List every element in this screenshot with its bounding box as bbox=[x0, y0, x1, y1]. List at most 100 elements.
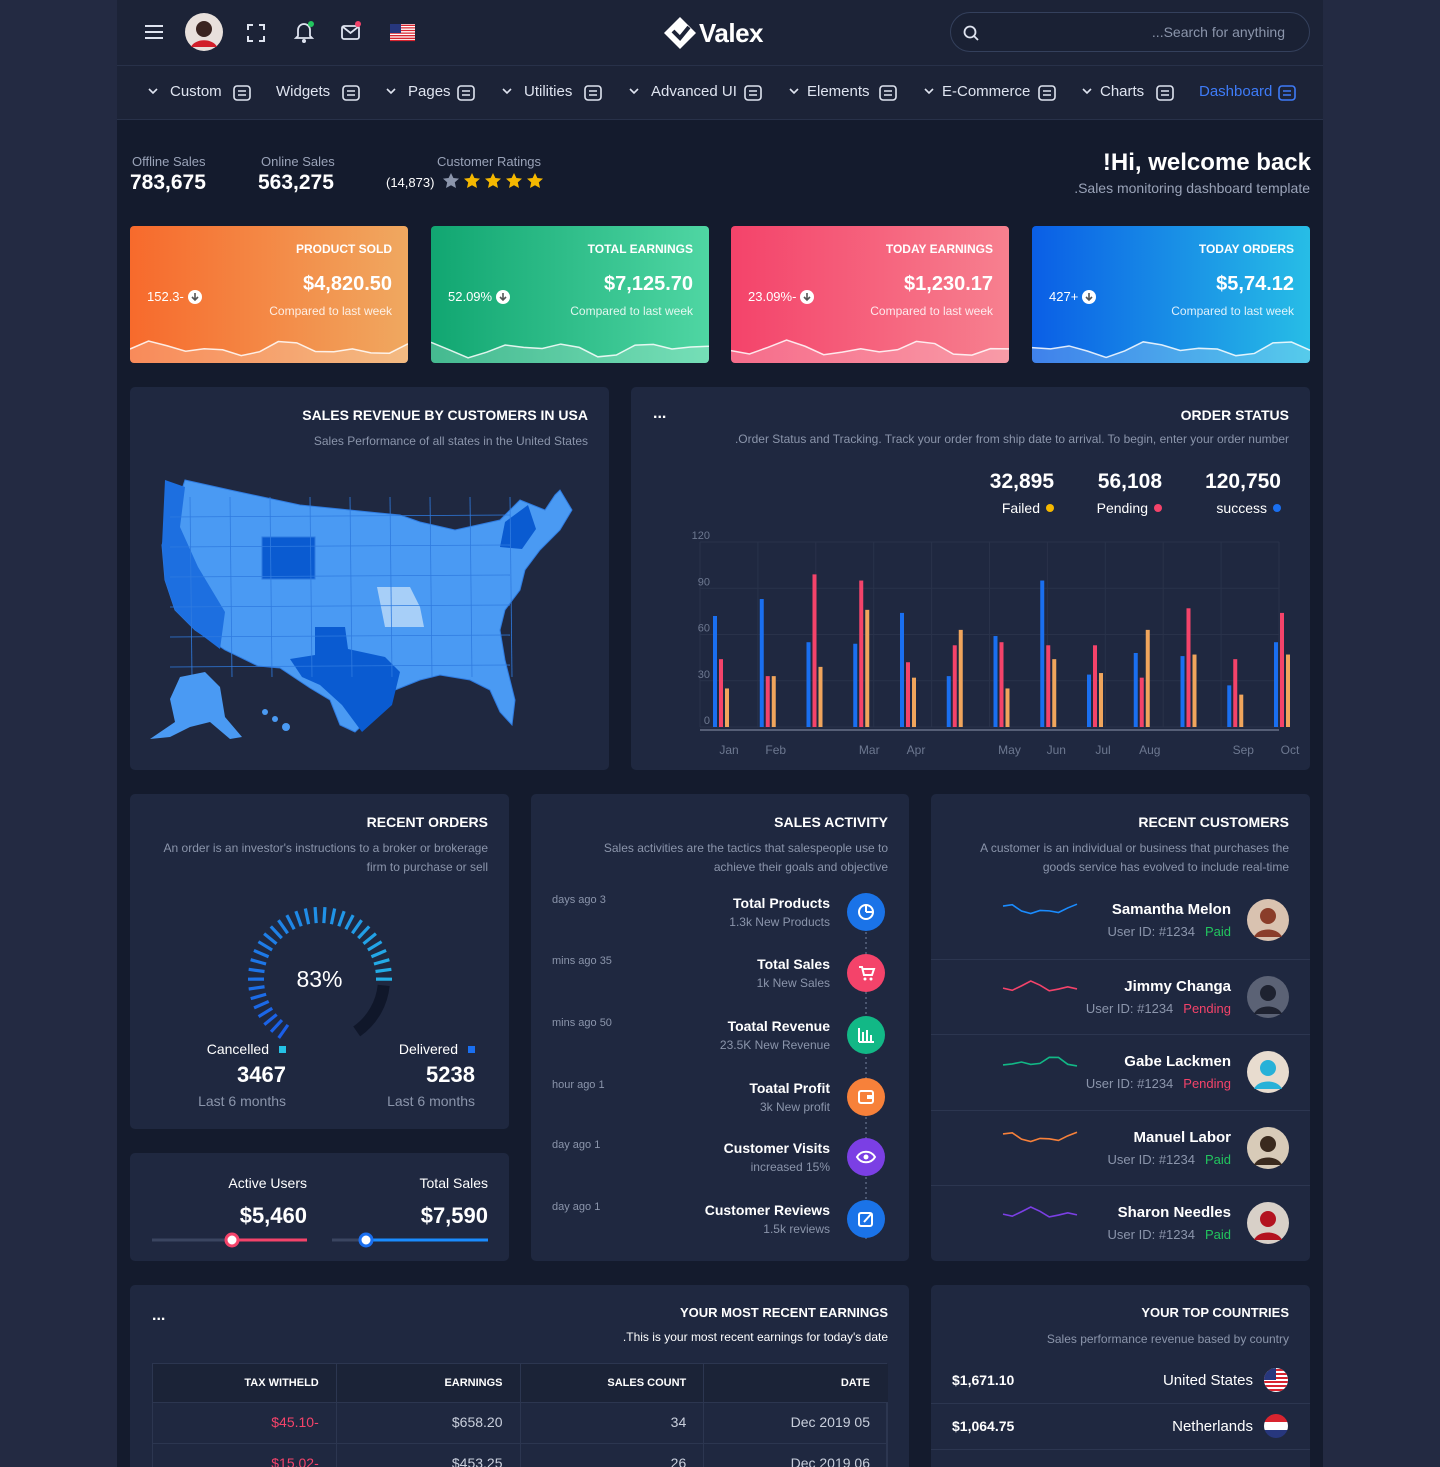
nav-item[interactable]: Elements bbox=[807, 83, 870, 100]
slider[interactable] bbox=[152, 1232, 490, 1248]
stat-sparkline bbox=[130, 340, 408, 363]
customer-info: User ID: #1234 Pending bbox=[1086, 1076, 1231, 1091]
nav-chevron bbox=[1082, 88, 1092, 95]
order-legend-value: 5238 bbox=[426, 1062, 475, 1087]
table-cell-border bbox=[703, 1402, 705, 1443]
customer-avatar bbox=[1247, 899, 1289, 941]
avatar[interactable] bbox=[185, 13, 223, 51]
bar bbox=[719, 659, 723, 727]
order-legend-label: Delivered bbox=[398, 1041, 458, 1057]
gauge-part bbox=[248, 985, 265, 991]
customer-info: User ID: #1234 Pending bbox=[1086, 1001, 1231, 1016]
bar bbox=[1145, 629, 1150, 727]
order-legend: Delivered bbox=[399, 1041, 475, 1057]
gauge-part bbox=[263, 932, 278, 945]
card-menu[interactable]: ... bbox=[152, 1307, 166, 1324]
search-box[interactable]: ...Search for anything bbox=[950, 12, 1310, 52]
nav-item[interactable]: Utilities bbox=[524, 83, 573, 100]
gauge-value: 83% bbox=[296, 966, 343, 992]
order-legend-period: Last 6 months bbox=[198, 1093, 286, 1109]
nav-icon bbox=[584, 85, 602, 101]
nav-item[interactable]: Charts bbox=[1100, 83, 1145, 100]
customer-separator bbox=[931, 1185, 1310, 1186]
card-subtitle: Sales performance revenue based by count… bbox=[1046, 1332, 1289, 1346]
customer-avatar-part bbox=[1254, 1157, 1282, 1165]
stat-card: TODAY ORDERS $5,74.12 Compared to last wee… bbox=[1032, 226, 1310, 363]
country-flag-part bbox=[1264, 1414, 1288, 1422]
customer-name: Gabe Lackmen bbox=[1124, 1053, 1231, 1070]
country-amount: $1,064.75 bbox=[952, 1418, 1015, 1434]
stat-card: TODAY EARNINGS $1,230.17 Compared to last … bbox=[731, 226, 1009, 363]
table-cell: 26 bbox=[670, 1455, 687, 1467]
activity-sub: 23.5K New Revenue bbox=[719, 1038, 830, 1052]
customer-sparkline bbox=[1002, 1206, 1078, 1218]
avatar-part bbox=[191, 40, 217, 47]
gauge-part bbox=[269, 925, 283, 940]
customer-avatar bbox=[1247, 1051, 1289, 1093]
customer-info: User ID: #1234 Paid bbox=[1108, 1227, 1231, 1242]
customer-avatar-part bbox=[1254, 1006, 1282, 1014]
x-tick-label: Jul bbox=[1095, 743, 1110, 757]
stat-title: TODAY EARNINGS bbox=[885, 242, 993, 256]
nav-chevron bbox=[386, 88, 396, 95]
usa-map-part bbox=[189, 496, 193, 678]
bar bbox=[1180, 656, 1185, 727]
menu-icon[interactable] bbox=[144, 24, 164, 40]
table-cell: Dec 2019 05 bbox=[790, 1414, 870, 1430]
nav-item[interactable]: E-Commerce bbox=[942, 83, 1031, 100]
fullscreen-icon[interactable] bbox=[247, 24, 265, 42]
usa-map-part bbox=[169, 604, 511, 608]
mail-icon[interactable] bbox=[341, 21, 361, 41]
nav-icon bbox=[342, 85, 360, 101]
rating-star-part bbox=[464, 173, 480, 188]
y-tick-label: 90 bbox=[698, 576, 710, 588]
order-card: ... ORDER STATUS .Order Status and Trackin… bbox=[631, 387, 1310, 770]
card-menu[interactable]: ... bbox=[653, 405, 667, 422]
bar bbox=[865, 609, 870, 727]
bell-icon[interactable] bbox=[293, 21, 315, 43]
card-subtitle: .Order Status and Tracking. Track your o… bbox=[734, 432, 1289, 446]
nav-icon-part bbox=[884, 90, 892, 96]
rating-star-part bbox=[527, 173, 543, 188]
bar bbox=[993, 636, 998, 727]
customer-id: User ID: #1234 bbox=[1107, 1152, 1195, 1167]
rating-star bbox=[485, 173, 501, 188]
nav-item[interactable]: Advanced UI bbox=[651, 83, 737, 100]
card-subtitle: .This is your most recent earnings for t… bbox=[622, 1330, 888, 1344]
gauge-part bbox=[375, 967, 392, 974]
bar bbox=[1227, 685, 1232, 727]
activity-icon bbox=[847, 1078, 885, 1116]
brand-name: Valex bbox=[699, 18, 764, 48]
bar bbox=[900, 612, 904, 727]
customer-sparkline bbox=[1002, 1131, 1078, 1143]
nav-icon-part bbox=[238, 90, 246, 96]
activity-icon-part bbox=[865, 905, 873, 913]
users-value: $5,460 bbox=[239, 1203, 307, 1228]
stat-value: $7,125.70 bbox=[604, 273, 693, 295]
stat-change-icon bbox=[187, 289, 202, 304]
flag-icon-part bbox=[390, 24, 401, 33]
map-card: SALES REVENUE BY CUSTOMERS IN USA Sales P… bbox=[130, 387, 609, 770]
bar bbox=[1005, 688, 1010, 727]
nav-chevron-part bbox=[924, 88, 934, 95]
customer-separator bbox=[931, 959, 1310, 960]
gauge-part bbox=[362, 932, 377, 945]
rating-star bbox=[464, 173, 480, 188]
country-flag-part bbox=[1264, 1368, 1288, 1392]
mail-icon-part bbox=[355, 21, 361, 27]
customer-sparkline-part bbox=[1002, 1206, 1078, 1218]
country-flag-part bbox=[1264, 1430, 1288, 1438]
nav-item[interactable]: Dashboard bbox=[1199, 83, 1273, 100]
rating-star bbox=[443, 173, 459, 188]
customer-avatar-part bbox=[1254, 1232, 1282, 1240]
nav-item[interactable]: Widgets bbox=[276, 83, 331, 100]
nav-item[interactable]: Custom bbox=[170, 83, 222, 100]
flag-icon[interactable] bbox=[390, 24, 415, 42]
x-tick-label: Mar bbox=[859, 743, 880, 757]
nav-icon-part bbox=[233, 85, 251, 101]
table-header-cell bbox=[336, 1364, 521, 1402]
customer-separator bbox=[931, 1110, 1310, 1111]
activity-title: Toatal Profit bbox=[749, 1080, 830, 1096]
search-placeholder: ...Search for anything bbox=[1151, 24, 1285, 40]
nav-item[interactable]: Pages bbox=[408, 83, 451, 100]
